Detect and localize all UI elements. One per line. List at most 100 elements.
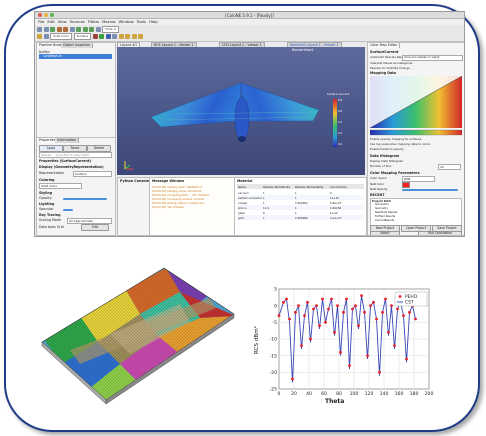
series-peho-point	[414, 317, 417, 321]
menu-edit[interactable]: Edit	[47, 19, 55, 24]
run-calculation-button[interactable]: Run Calculation	[418, 231, 462, 235]
title-bar: [ColoNE 5.9.1 - [Ready]]	[35, 12, 464, 19]
recent-item[interactable]: Simulation	[375, 203, 389, 206]
number-of-bins-input[interactable]: 10	[438, 164, 461, 170]
tab-object-inspector[interactable]: Object Inspector	[61, 43, 94, 48]
menu-tools[interactable]: Tools	[136, 19, 146, 24]
filter-icon[interactable]	[118, 34, 124, 39]
rotate-icon[interactable]	[112, 34, 118, 39]
recent-item[interactable]: Geometry	[375, 207, 388, 210]
data-axes-label: Data Axes Grid	[39, 225, 64, 229]
aircraft-model[interactable]	[117, 47, 365, 175]
material-cell: perfect conductor	[238, 195, 262, 200]
nan-opacity-slider[interactable]	[402, 189, 458, 191]
menu-sources[interactable]: Sources	[69, 19, 85, 24]
time-field[interactable]: Time: 0	[102, 26, 120, 33]
transfer-function-editor[interactable]	[370, 76, 462, 136]
nan-color-swatch[interactable]	[402, 182, 410, 188]
specular-slider[interactable]	[63, 209, 73, 211]
render-viewport[interactable]: RenderView1	[117, 47, 365, 175]
play-last-icon[interactable]	[89, 27, 94, 32]
view-y-icon[interactable]	[99, 34, 105, 39]
search-input[interactable]: Search ... (use Esc to clear text)	[39, 152, 112, 158]
mesh-visualization	[40, 264, 236, 414]
section-properties[interactable]: Properties (SurfaceCurrent)	[39, 159, 91, 163]
rescale-visibility-checkbox[interactable]: Rescale On Visibility Change	[370, 66, 410, 70]
contour-icon[interactable]	[138, 34, 144, 39]
use-log-checkbox[interactable]: Use log scale when mapping data to color…	[370, 142, 431, 146]
recent-item[interactable]: CurrentResults	[375, 219, 395, 222]
edit-button[interactable]: Edit	[81, 224, 109, 231]
interpret-categories-checkbox[interactable]: Interpret Values As Categories	[370, 61, 413, 65]
material-cell: 1	[263, 190, 265, 195]
y-tick-label: -5	[272, 320, 277, 326]
maximize-window-icon[interactable]	[50, 13, 54, 17]
series-peho-point	[363, 310, 366, 314]
mapping-mode-select[interactable]: Grow and update on 'Apply'	[402, 55, 463, 61]
delete-button[interactable]: Delete	[87, 145, 111, 152]
close-window-icon[interactable]	[38, 13, 42, 17]
loop-icon[interactable]	[95, 27, 101, 32]
material-row[interactable]: copper 1 0.999991 5.8e+07	[237, 200, 364, 205]
undo-icon[interactable]	[56, 27, 62, 32]
tab-rcs-layout[interactable]: RCS Layout 1 - Viewer 1	[151, 42, 197, 48]
minimize-window-icon[interactable]	[44, 13, 48, 17]
material-cell: 1	[295, 190, 297, 195]
open-file-icon[interactable]	[37, 27, 42, 32]
tab-layout-1[interactable]: Layout #1	[117, 42, 141, 48]
tree-root[interactable]: builtin:	[39, 50, 51, 54]
color-field-select[interactable]: Solid Color	[39, 183, 82, 189]
about-button[interactable]: About	[370, 231, 400, 235]
colour-by-select[interactable]: Solid Color	[50, 33, 73, 40]
connect-icon[interactable]	[50, 27, 55, 32]
tab-information[interactable]: Information	[55, 138, 80, 143]
rescale-icon[interactable]	[43, 34, 49, 39]
project-path-header: Project Path	[372, 199, 391, 203]
enable-freeform-checkbox[interactable]: Enable freeform opacity	[370, 147, 404, 151]
reset-button[interactable]: Reset	[63, 145, 87, 152]
color-space-select[interactable]: RGB	[402, 176, 435, 182]
menu-file[interactable]: File	[38, 19, 45, 24]
menu-window[interactable]: Window	[118, 19, 134, 24]
recent-item[interactable]: FarField Results	[375, 215, 396, 218]
save-icon[interactable]	[43, 27, 49, 32]
material-row[interactable]: glass 6 1 1e-12	[237, 210, 364, 215]
enable-opacity-checkbox[interactable]: Enable opacity mapping for surfaces	[370, 137, 422, 141]
redo-icon[interactable]	[63, 27, 68, 32]
play-icon[interactable]	[82, 27, 88, 32]
material-row[interactable]: perfect conductor 1 1 1e+10	[237, 195, 364, 200]
message-line-2: [00:00:01] building solver structures	[152, 189, 202, 193]
material-row[interactable]: gold 1 0.999966 4.1e+07	[237, 215, 364, 220]
y-tick-label: 5	[274, 287, 277, 293]
representation-select[interactable]: Surface	[73, 33, 92, 40]
series-peho-point	[333, 330, 336, 334]
opacity-slider[interactable]	[63, 198, 107, 200]
menu-view[interactable]: View	[57, 19, 67, 24]
view-z-icon[interactable]	[105, 34, 111, 39]
x-tick-label: 40	[306, 391, 312, 397]
open-project-button[interactable]: Open Project	[401, 225, 431, 232]
scaling-mode-select[interactable]: All Approximate	[67, 218, 112, 224]
slice-icon[interactable]	[131, 34, 137, 39]
reset-camera-icon[interactable]	[37, 34, 42, 39]
display-histogram-checkbox[interactable]: Display Data Histogram	[370, 159, 404, 163]
tab-nearfield-layout[interactable]: NearField Layout 1 - Viewer 1	[287, 42, 342, 48]
tab-cfd-layout[interactable]: CFD Layout 1 - Viewer 1	[219, 42, 265, 48]
representation-label: Representation	[39, 171, 65, 175]
menu-macros[interactable]: Macros	[102, 19, 116, 24]
clip-icon[interactable]	[125, 34, 131, 39]
menu-help[interactable]: Help	[148, 19, 158, 24]
menu-filters[interactable]: Filters	[87, 19, 100, 24]
camera-icon[interactable]	[69, 27, 75, 32]
material-row[interactable]: silicon 11.9 1 0.00156	[237, 205, 364, 210]
series-peho-point	[339, 350, 342, 354]
view-x-icon[interactable]	[92, 34, 98, 39]
representation-select[interactable]: Surface	[73, 171, 112, 177]
material-row[interactable]: vacuum 1 1 0	[237, 190, 364, 195]
tree-item-selected[interactable]: CasMesh.in	[39, 54, 112, 59]
apply-button[interactable]: Apply	[39, 145, 63, 152]
play-first-icon[interactable]	[76, 27, 81, 32]
recent-item[interactable]: NearField Results	[375, 211, 398, 214]
section-display[interactable]: Display (GeometryRepresentation)	[39, 165, 104, 169]
axes-orientation-icon	[124, 161, 133, 170]
